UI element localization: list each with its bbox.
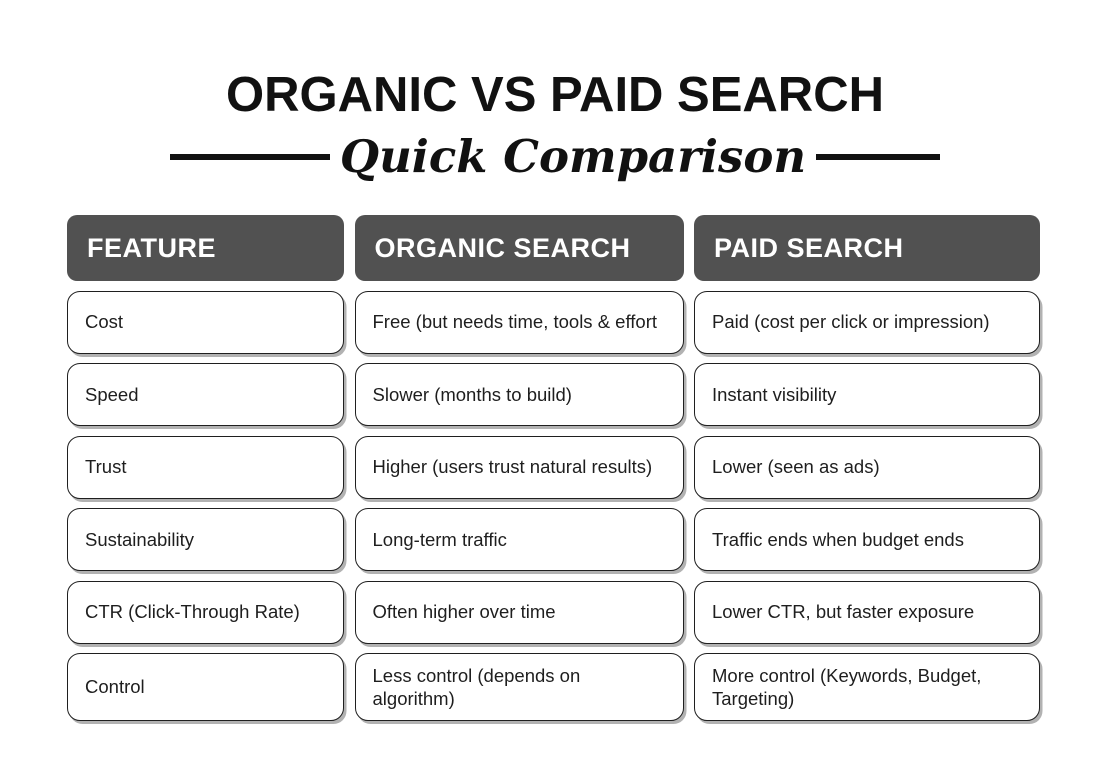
feature-cell-cost: Cost bbox=[67, 290, 344, 354]
column-header-feature: FEATURE bbox=[67, 215, 344, 281]
organic-cell-trust: Higher (users trust natural results) bbox=[354, 435, 684, 499]
paid-cell-ctr: Lower CTR, but faster exposure bbox=[694, 580, 1040, 644]
organic-cell-cost: Free (but needs time, tools & effort bbox=[354, 290, 684, 354]
page-title: ORGANIC VS PAID SEARCH bbox=[226, 68, 884, 122]
organic-cell-speed: Slower (months to build) bbox=[354, 363, 684, 426]
paid-cell-sustainability: Traffic ends when budget ends bbox=[694, 508, 1040, 571]
feature-cell-control: Control bbox=[67, 653, 344, 721]
subtitle-divider-left bbox=[169, 154, 330, 160]
column-header-paid-search: PAID SEARCH bbox=[694, 215, 1040, 281]
paid-cell-control: More control (Keywords, Budget, Targetin… bbox=[694, 653, 1040, 721]
comparison-table: FEATURE ORGANIC SEARCH PAID SEARCH Cost … bbox=[67, 215, 1040, 721]
paid-cell-trust: Lower (seen as ads) bbox=[694, 435, 1040, 499]
subtitle-script-text: Quick Comparison bbox=[339, 130, 807, 183]
feature-cell-ctr: CTR (Click-Through Rate) bbox=[67, 580, 344, 644]
feature-cell-sustainability: Sustainability bbox=[67, 508, 344, 571]
paid-cell-cost: Paid (cost per click or impression) bbox=[694, 290, 1040, 354]
feature-cell-speed: Speed bbox=[67, 363, 344, 426]
feature-cell-trust: Trust bbox=[67, 435, 344, 499]
organic-cell-sustainability: Long-term traffic bbox=[354, 508, 684, 571]
organic-cell-ctr: Often higher over time bbox=[354, 580, 684, 644]
paid-cell-speed: Instant visibility bbox=[694, 363, 1040, 426]
subtitle-row: Quick Comparison bbox=[0, 126, 1110, 188]
organic-cell-control: Less control (depends on algorithm) bbox=[354, 653, 684, 721]
subtitle-divider-right bbox=[816, 154, 941, 160]
column-header-organic-search: ORGANIC SEARCH bbox=[354, 215, 684, 281]
